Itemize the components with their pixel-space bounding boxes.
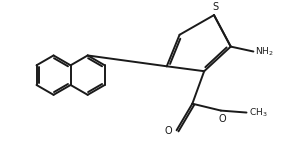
Text: NH$_2$: NH$_2$ [255,45,274,58]
Text: CH$_3$: CH$_3$ [249,106,268,119]
Text: S: S [212,2,218,12]
Text: O: O [218,113,226,123]
Text: O: O [164,126,172,136]
